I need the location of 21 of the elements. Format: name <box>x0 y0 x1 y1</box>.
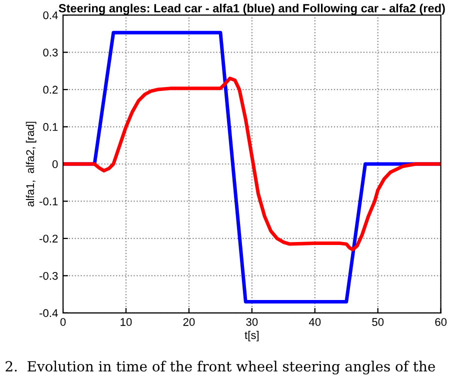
x-tick-label: 50 <box>372 318 384 326</box>
y-tick-label: -0.4 <box>40 309 58 318</box>
y-tick-label: 0.3 <box>43 48 58 56</box>
y-axis-title: alfa1, alfa2, [rad] <box>26 122 36 206</box>
y-tick-label: 0.1 <box>43 123 58 131</box>
x-tick-label: 0 <box>60 318 66 326</box>
text: 2. Evolution in time of the front wheel steering angles of the <box>6 360 435 374</box>
x-axis-title: t[s] <box>244 330 259 342</box>
line-series <box>63 76 441 252</box>
x-tick-label: 10 <box>120 318 132 326</box>
y-tick-label: 0 <box>52 160 58 168</box>
y-tick-label: 0.4 <box>43 11 58 20</box>
chart-title: Steering angles: Lead car - alfa1 (blue) and Following car - alfa2 (red) <box>58 4 445 15</box>
x-tick-label: 40 <box>308 318 321 326</box>
y-tick-label: -0.3 <box>40 272 58 280</box>
y-tick-label: -0.2 <box>40 234 58 243</box>
y-tick-label: -0.1 <box>40 197 58 206</box>
y-tick-label: 0.2 <box>43 86 58 94</box>
x-tick-label: 60 <box>435 318 447 326</box>
x-tick-label: 20 <box>183 318 195 326</box>
x-tick-label: 30 <box>246 318 258 326</box>
